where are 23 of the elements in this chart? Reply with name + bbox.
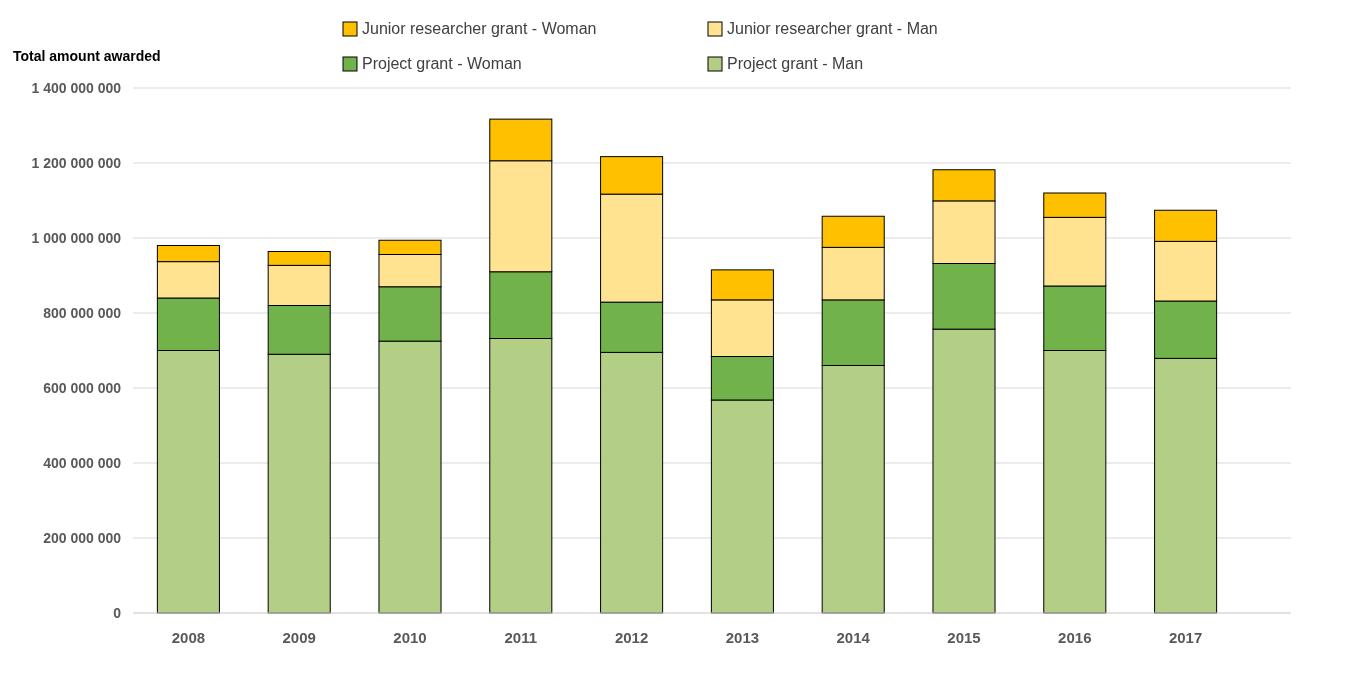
y-axis-title: Total amount awarded — [13, 48, 161, 64]
x-tick-label: 2012 — [614, 629, 649, 646]
legend-label: Project grant - Woman — [362, 55, 522, 72]
y-tick-label: 0 — [113, 604, 122, 621]
x-tick-label: 2011 — [504, 629, 538, 646]
y-tick-label: 1 000 000 000 — [31, 229, 122, 246]
y-tick-label: 600 000 000 — [43, 379, 122, 396]
y-tick-label: 400 000 000 — [43, 454, 122, 471]
y-tick-label: 1 200 000 000 — [31, 154, 122, 171]
x-tick-label: 2016 — [1058, 629, 1092, 646]
x-tick-label: 2017 — [1168, 629, 1203, 646]
x-tick-label: 2015 — [947, 629, 981, 646]
legend-label: Junior researcher grant - Woman — [362, 20, 597, 37]
x-tick-label: 2009 — [282, 629, 316, 646]
legend-label: Project grant - Man — [727, 55, 864, 72]
y-tick-label: 800 000 000 — [43, 304, 122, 321]
y-tick-label: 200 000 000 — [43, 529, 122, 546]
legend-label: Junior researcher grant - Man — [727, 20, 938, 37]
x-tick-label: 2014 — [836, 629, 871, 646]
y-tick-label: 1 400 000 000 — [31, 79, 122, 96]
x-tick-label: 2008 — [171, 629, 206, 646]
x-tick-label: 2010 — [393, 629, 427, 646]
x-tick-label: 2013 — [725, 629, 760, 646]
